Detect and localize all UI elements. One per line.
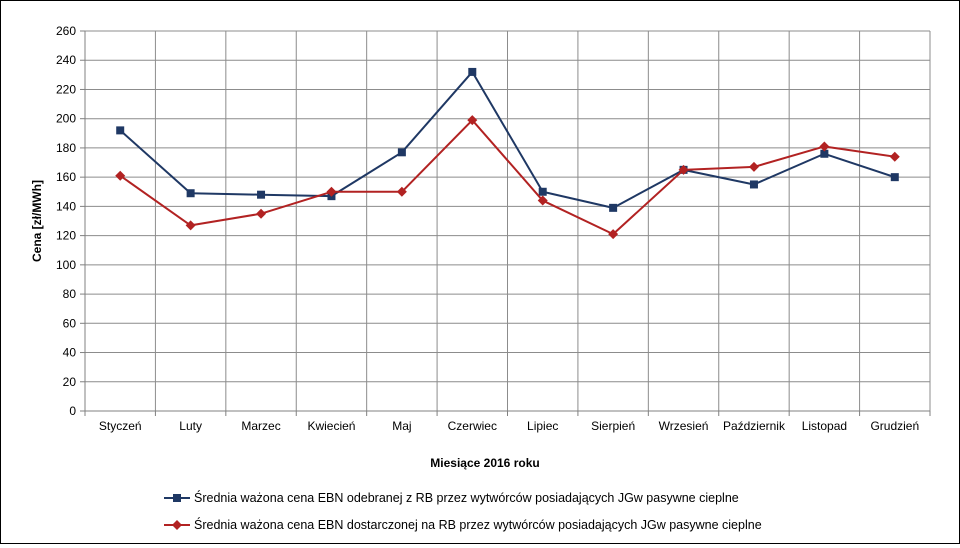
y-tick-label: 40	[63, 346, 77, 360]
y-tick-label: 220	[56, 82, 76, 96]
legend-label: Średnia ważona cena EBN odebranej z RB p…	[194, 490, 739, 505]
data-point-square	[538, 187, 547, 196]
data-point-diamond	[748, 161, 759, 172]
y-axis-title: Cena [zł/MWh]	[30, 180, 44, 262]
x-tick-label: Styczeń	[99, 419, 142, 433]
x-tick-label: Wrzesień	[659, 419, 709, 433]
data-point-diamond	[256, 208, 267, 219]
y-tick-label: 240	[56, 53, 76, 67]
x-tick-label: Grudzień	[870, 419, 919, 433]
x-tick-label: Marzec	[241, 419, 280, 433]
x-tick-label: Luty	[179, 419, 202, 433]
data-point-diamond	[185, 220, 196, 231]
y-tick-label: 100	[56, 258, 76, 272]
y-tick-label: 260	[56, 24, 76, 38]
x-tick-label: Październik	[723, 419, 786, 433]
data-point-square	[890, 173, 899, 182]
grid	[80, 30, 931, 416]
data-point-square	[116, 126, 125, 135]
data-point-diamond	[326, 186, 337, 197]
x-tick-label: Listopad	[802, 419, 847, 433]
data-point-square	[468, 67, 477, 76]
legend-item: Średnia ważona cena EBN odebranej z RB p…	[164, 490, 739, 505]
y-tick-label: 160	[56, 170, 76, 184]
legend: Średnia ważona cena EBN odebranej z RB p…	[164, 490, 762, 532]
data-point-square	[820, 149, 829, 158]
data-point-square	[609, 203, 618, 212]
data-point-square	[397, 148, 406, 157]
data-point-diamond	[467, 115, 478, 126]
y-tick-label: 20	[63, 375, 77, 389]
legend-item: Średnia ważona cena EBN dostarczonej na …	[164, 517, 762, 532]
x-tick-label: Sierpień	[591, 419, 635, 433]
y-tick-label: 120	[56, 229, 76, 243]
data-point-diamond	[537, 195, 548, 206]
series-line	[119, 70, 896, 209]
x-tick-label: Maj	[392, 419, 411, 433]
x-axis-title: Miesiące 2016 roku	[430, 456, 539, 470]
data-point-diamond	[889, 151, 900, 162]
y-tick-label: 80	[63, 287, 77, 301]
x-tick-label: Lipiec	[527, 419, 558, 433]
x-tick-label: Czerwiec	[448, 419, 497, 433]
data-point-square	[257, 190, 266, 199]
data-point-diamond	[608, 229, 619, 240]
y-tick-label: 200	[56, 112, 76, 126]
y-tick-label: 140	[56, 199, 76, 213]
data-point-diamond	[678, 164, 689, 175]
y-tick-label: 180	[56, 141, 76, 155]
series-layer	[115, 67, 900, 240]
legend-label: Średnia ważona cena EBN dostarczonej na …	[194, 517, 762, 532]
data-point-diamond	[115, 170, 126, 181]
data-point-square	[186, 189, 195, 198]
series-2	[115, 115, 900, 240]
data-point-diamond	[819, 141, 830, 152]
data-point-square	[749, 180, 758, 189]
data-point-diamond	[396, 186, 407, 197]
legend-marker	[173, 494, 181, 502]
x-tick-label: Kwiecień	[307, 419, 355, 433]
series-line	[119, 119, 895, 236]
y-axis-ticks: 0 20 40 60 80 100 120 140 160 180 200 220 240 260	[56, 24, 85, 418]
x-axis-ticks: Styczeń Luty Marzec Kwiecień Maj Czerwiec Lipi…	[84, 411, 931, 433]
legend-marker	[172, 520, 182, 530]
y-tick-label: 0	[69, 404, 76, 418]
y-tick-label: 60	[63, 316, 77, 330]
